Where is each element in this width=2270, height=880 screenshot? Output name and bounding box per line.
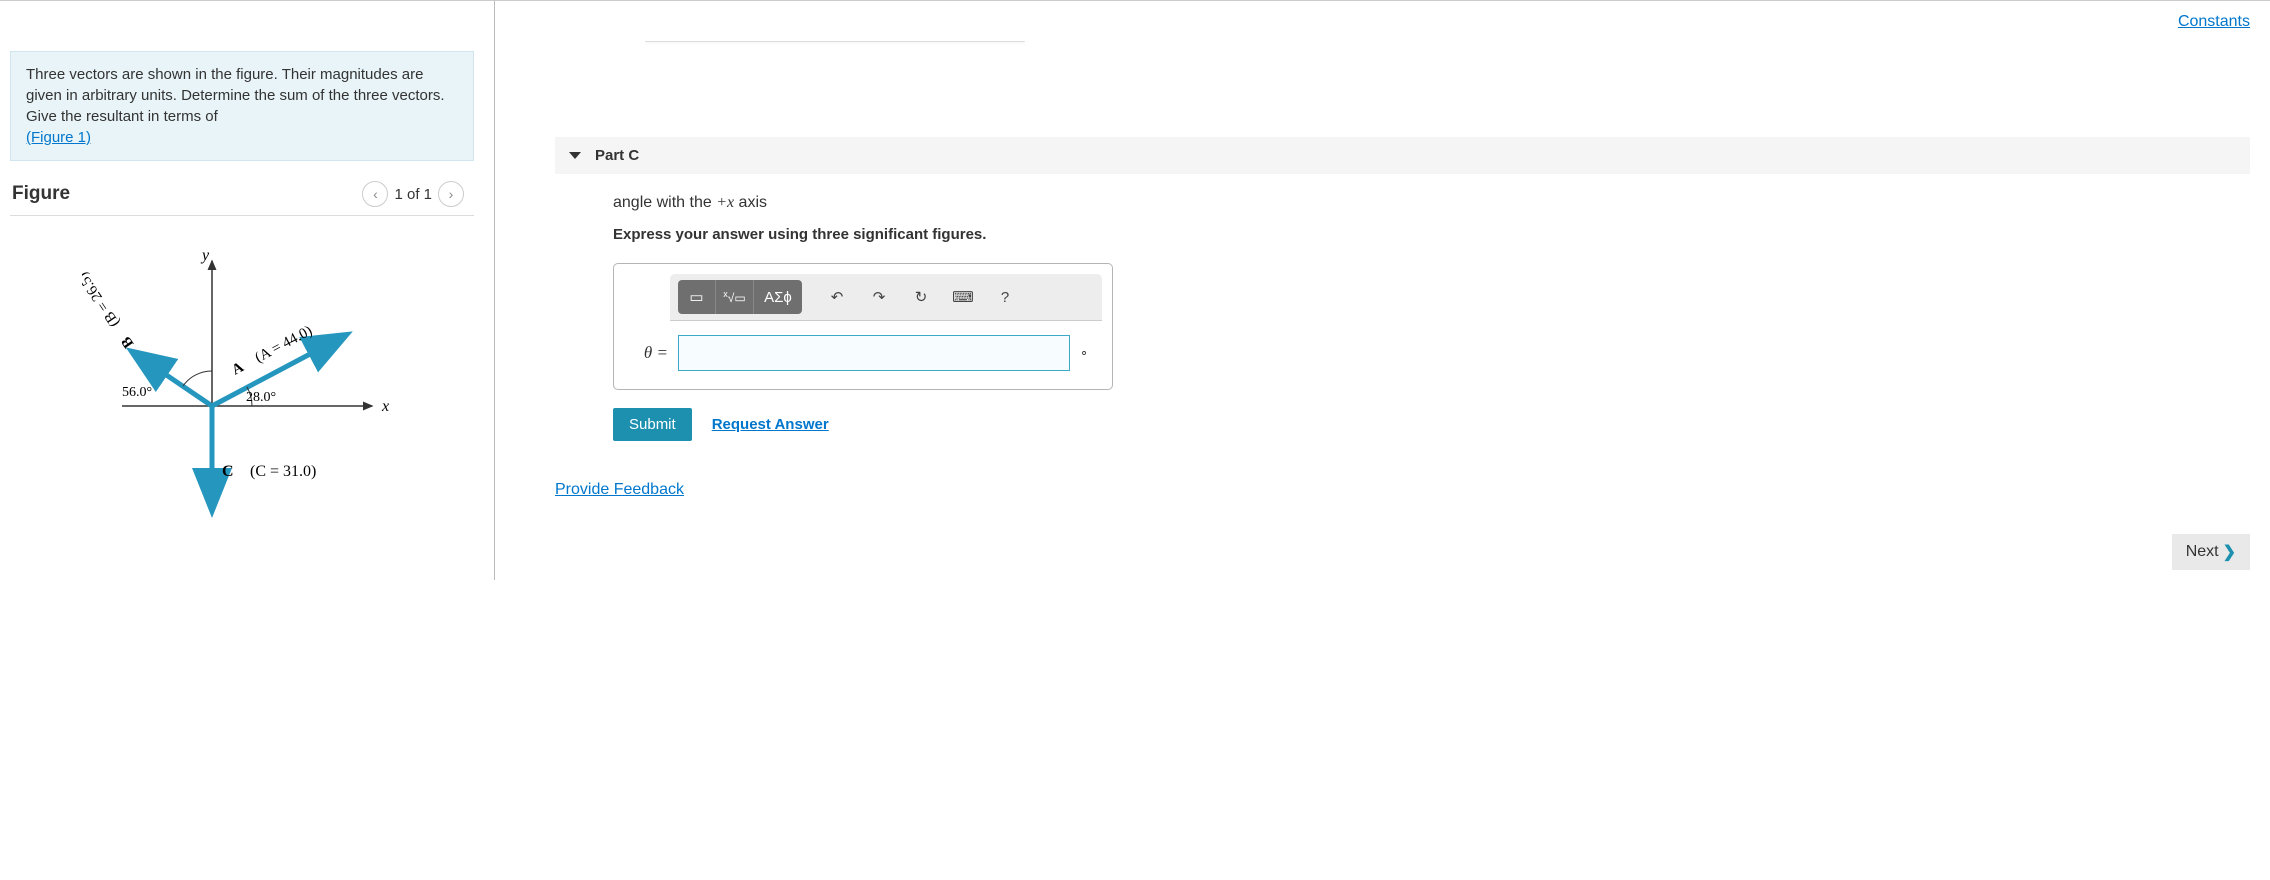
problem-statement: Three vectors are shown in the figure. T… bbox=[10, 51, 474, 161]
chevron-right-icon: › bbox=[449, 186, 454, 202]
equation-toolbar: ▭ x√▭ ΑΣϕ ↶ ↷ ↻ ⌨ ? bbox=[670, 274, 1102, 321]
constants-link[interactable]: Constants bbox=[2178, 13, 2250, 31]
previous-part-edge bbox=[645, 41, 1025, 42]
submit-row: Submit Request Answer bbox=[613, 408, 2250, 441]
chevron-left-icon: ‹ bbox=[373, 186, 378, 202]
redo-icon: ↷ bbox=[873, 288, 886, 306]
part-header[interactable]: Part C bbox=[555, 137, 2250, 174]
angle-B-arc bbox=[183, 371, 212, 386]
submit-button[interactable]: Submit bbox=[613, 408, 692, 441]
next-label: Next bbox=[2186, 543, 2219, 561]
right-panel: Constants Part C angle with the +x axis … bbox=[495, 1, 2270, 580]
pager-text: 1 of 1 bbox=[394, 186, 432, 203]
x-axis-label: x bbox=[381, 398, 389, 415]
template-icon: ▭ bbox=[689, 288, 703, 306]
problem-text: Three vectors are shown in the figure. T… bbox=[26, 66, 445, 125]
chevron-right-icon: ❯ bbox=[2223, 542, 2236, 562]
sqrt-icon: x√▭ bbox=[723, 289, 745, 305]
sqrt-button[interactable]: x√▭ bbox=[716, 280, 754, 314]
angle-B-label: 56.0° bbox=[122, 385, 152, 400]
provide-feedback-link[interactable]: Provide Feedback bbox=[555, 481, 684, 499]
pager-prev-button[interactable]: ‹ bbox=[362, 181, 388, 207]
reset-icon: ↻ bbox=[915, 288, 928, 306]
answer-input[interactable] bbox=[678, 335, 1070, 371]
keyboard-button[interactable]: ⌨ bbox=[944, 280, 982, 314]
figure-pager: ‹ 1 of 1 › bbox=[362, 181, 464, 207]
undo-button[interactable]: ↶ bbox=[818, 280, 856, 314]
vector-B-label: B⃗ (B = 26.5) bbox=[82, 269, 137, 351]
help-icon: ? bbox=[1001, 289, 1009, 306]
request-answer-link[interactable]: Request Answer bbox=[712, 416, 829, 433]
figure-title: Figure bbox=[12, 183, 70, 205]
help-button[interactable]: ? bbox=[986, 280, 1024, 314]
question-text: angle with the +x axis bbox=[613, 194, 2250, 212]
template-button[interactable]: ▭ bbox=[678, 280, 716, 314]
pager-next-button[interactable]: › bbox=[438, 181, 464, 207]
answer-box: ▭ x√▭ ΑΣϕ ↶ ↷ ↻ ⌨ ? θ = ∘ bbox=[613, 263, 1113, 390]
vector-A-label: A⃗ (A = 44.0) bbox=[229, 323, 315, 379]
redo-button[interactable]: ↷ bbox=[860, 280, 898, 314]
figure-diagram: x y 28.0° A⃗ (A = 44.0) 56.0° B⃗ (B = 26… bbox=[82, 246, 402, 526]
figure-1-link[interactable]: (Figure 1) bbox=[26, 129, 91, 146]
question-prefix: angle with the bbox=[613, 194, 716, 211]
figure-header: Figure ‹ 1 of 1 › bbox=[10, 161, 474, 216]
question-suffix: axis bbox=[734, 194, 767, 211]
reset-button[interactable]: ↻ bbox=[902, 280, 940, 314]
question-area: angle with the +x axis Express your answ… bbox=[555, 174, 2250, 499]
vector-C-label: C⃗ (C = 31.0) bbox=[222, 463, 316, 480]
instruction-text: Express your answer using three signific… bbox=[613, 226, 2250, 243]
angle-A-label: 28.0° bbox=[246, 390, 276, 405]
axis-symbol: +x bbox=[716, 194, 734, 211]
part-title: Part C bbox=[595, 147, 639, 164]
keyboard-icon: ⌨ bbox=[952, 288, 974, 306]
variable-label: θ = bbox=[628, 343, 668, 363]
greek-icon: ΑΣϕ bbox=[764, 289, 792, 306]
next-button[interactable]: Next ❯ bbox=[2172, 534, 2250, 570]
y-axis-label: y bbox=[200, 247, 210, 264]
unit-label: ∘ bbox=[1080, 345, 1098, 361]
caret-down-icon bbox=[569, 152, 581, 159]
left-panel: Three vectors are shown in the figure. T… bbox=[0, 1, 495, 580]
answer-row: θ = ∘ bbox=[614, 321, 1112, 389]
greek-button[interactable]: ΑΣϕ bbox=[754, 280, 802, 314]
undo-icon: ↶ bbox=[831, 288, 844, 306]
